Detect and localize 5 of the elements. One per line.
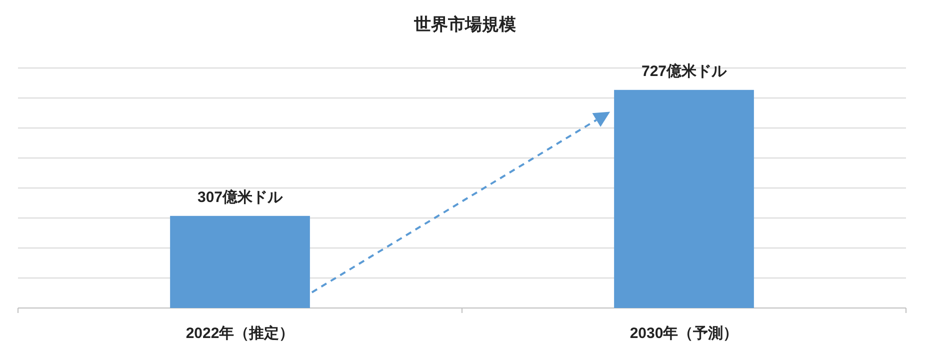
chart-title: 世界市場規模 <box>413 15 516 34</box>
x-tick-label: 2022年（推定） <box>186 324 294 342</box>
x-tick-label: 2030年（予測） <box>630 325 738 342</box>
data-label: 727億米ドル <box>641 62 728 80</box>
data-label: 307億米ドル <box>197 188 284 206</box>
